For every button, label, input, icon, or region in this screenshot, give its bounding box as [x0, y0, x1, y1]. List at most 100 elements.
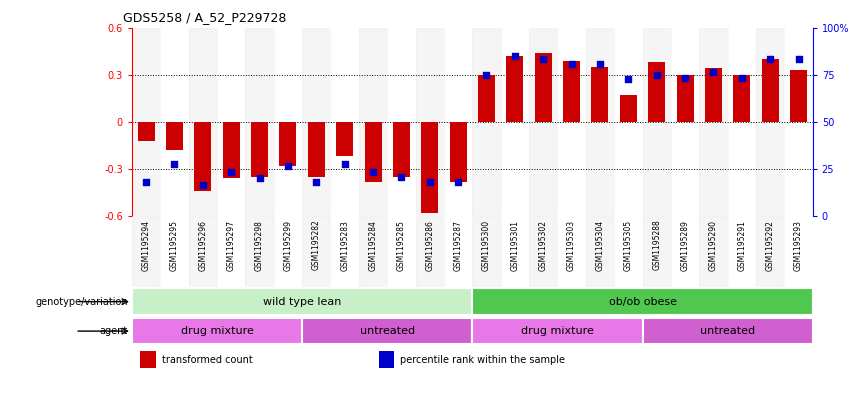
Point [621, 76, 635, 83]
Text: GSM1195304: GSM1195304 [596, 220, 604, 271]
Bar [132, 28, 160, 216]
Bar [359, 216, 387, 287]
Bar [563, 61, 580, 122]
Text: GSM1195299: GSM1195299 [283, 220, 293, 271]
Bar [279, 122, 296, 166]
Bar [671, 216, 700, 287]
Point [338, 161, 351, 167]
Text: GSM1195289: GSM1195289 [681, 220, 689, 270]
Bar [421, 122, 438, 213]
Text: GSM1195283: GSM1195283 [340, 220, 349, 270]
Point [565, 61, 579, 67]
Text: genotype/variation: genotype/variation [35, 297, 128, 307]
Bar [756, 28, 785, 216]
Bar [585, 28, 614, 216]
Bar [614, 216, 643, 287]
Bar [700, 28, 728, 216]
Text: wild type lean: wild type lean [263, 297, 341, 307]
Bar [705, 68, 722, 122]
Bar [700, 216, 728, 287]
Point [281, 163, 294, 169]
Text: GSM1195284: GSM1195284 [368, 220, 378, 270]
Text: untreated: untreated [360, 326, 414, 336]
Text: drug mixture: drug mixture [180, 326, 254, 336]
Bar [393, 122, 410, 177]
Bar [585, 216, 614, 287]
Bar [643, 28, 671, 216]
Text: GSM1195297: GSM1195297 [226, 220, 236, 271]
Bar [387, 28, 415, 216]
Bar [529, 216, 557, 287]
Bar [762, 59, 779, 122]
Text: GSM1195301: GSM1195301 [511, 220, 519, 271]
Bar [245, 216, 274, 287]
Point [763, 56, 777, 62]
Bar [330, 28, 359, 216]
Bar [189, 216, 217, 287]
Bar [472, 318, 643, 344]
Point [196, 182, 209, 188]
Bar [790, 70, 807, 122]
Point [678, 75, 692, 81]
Text: GSM1195300: GSM1195300 [482, 220, 491, 271]
Text: GSM1195298: GSM1195298 [255, 220, 264, 270]
Bar [785, 28, 813, 216]
Bar [756, 216, 785, 287]
Bar [251, 122, 268, 177]
Bar [478, 75, 495, 122]
Bar [671, 28, 700, 216]
Point [310, 178, 323, 185]
Text: GSM1195291: GSM1195291 [737, 220, 746, 270]
Bar [160, 28, 189, 216]
Point [366, 169, 380, 175]
Bar [728, 216, 756, 287]
Point [508, 53, 522, 59]
Text: percentile rank within the sample: percentile rank within the sample [400, 355, 565, 365]
Text: GSM1195288: GSM1195288 [652, 220, 661, 270]
Text: untreated: untreated [700, 326, 755, 336]
Bar [387, 216, 415, 287]
Point [791, 56, 805, 62]
Bar [336, 122, 353, 156]
Text: GSM1195303: GSM1195303 [567, 220, 576, 271]
Point [168, 161, 181, 167]
Bar [444, 28, 472, 216]
Point [140, 178, 153, 185]
Bar [472, 216, 500, 287]
Bar [302, 28, 330, 216]
Point [423, 178, 437, 185]
Point [451, 178, 465, 185]
Point [480, 72, 494, 78]
Point [650, 72, 664, 78]
Point [735, 75, 749, 81]
Bar [274, 28, 302, 216]
Bar [591, 67, 608, 122]
Bar [194, 122, 211, 191]
Bar [132, 216, 160, 287]
Text: GSM1195295: GSM1195295 [170, 220, 179, 271]
Bar [500, 216, 529, 287]
Text: GDS5258 / A_52_P229728: GDS5258 / A_52_P229728 [123, 11, 287, 24]
Bar [132, 288, 472, 315]
Bar [379, 351, 394, 368]
Bar [785, 216, 813, 287]
Bar [308, 122, 325, 177]
Bar [728, 28, 756, 216]
Point [593, 61, 607, 67]
Text: GSM1195293: GSM1195293 [794, 220, 803, 271]
Point [253, 175, 266, 182]
Bar [506, 56, 523, 122]
Text: transformed count: transformed count [162, 355, 253, 365]
Bar [500, 28, 529, 216]
Point [706, 68, 720, 75]
Bar [648, 62, 665, 122]
Bar [302, 318, 472, 344]
Bar [415, 28, 444, 216]
Bar [614, 28, 643, 216]
Bar [138, 122, 155, 141]
Bar [160, 216, 189, 287]
Text: GSM1195294: GSM1195294 [141, 220, 151, 271]
Bar [132, 318, 302, 344]
Bar [330, 216, 359, 287]
Text: GSM1195302: GSM1195302 [539, 220, 548, 271]
